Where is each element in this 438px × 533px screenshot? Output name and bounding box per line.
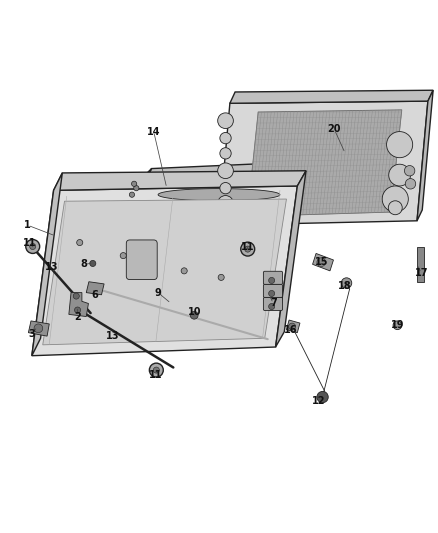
Circle shape	[220, 148, 231, 159]
Circle shape	[317, 258, 325, 266]
Circle shape	[73, 293, 79, 299]
Polygon shape	[28, 321, 49, 336]
Circle shape	[90, 261, 96, 266]
Polygon shape	[247, 110, 402, 216]
Circle shape	[129, 192, 134, 197]
Text: 11: 11	[149, 370, 162, 381]
FancyBboxPatch shape	[263, 297, 283, 310]
Circle shape	[131, 181, 137, 187]
Polygon shape	[417, 90, 433, 221]
Circle shape	[220, 133, 231, 144]
Circle shape	[387, 132, 413, 158]
Circle shape	[289, 323, 296, 330]
Polygon shape	[119, 168, 152, 208]
Polygon shape	[276, 171, 306, 347]
Circle shape	[220, 182, 231, 194]
Circle shape	[120, 253, 126, 259]
Text: 9: 9	[155, 288, 162, 297]
Polygon shape	[230, 90, 433, 103]
Circle shape	[317, 391, 328, 403]
Polygon shape	[417, 247, 424, 282]
Circle shape	[245, 246, 251, 252]
Circle shape	[34, 324, 43, 333]
FancyBboxPatch shape	[126, 240, 157, 279]
Polygon shape	[86, 282, 104, 295]
Polygon shape	[145, 160, 347, 182]
Circle shape	[389, 201, 402, 215]
Circle shape	[181, 268, 187, 274]
Circle shape	[149, 363, 163, 377]
Text: 12: 12	[312, 397, 326, 407]
Polygon shape	[313, 254, 333, 271]
Text: 8: 8	[81, 260, 88, 269]
FancyBboxPatch shape	[263, 284, 283, 297]
Polygon shape	[286, 320, 300, 333]
Text: 6: 6	[92, 290, 99, 300]
Polygon shape	[53, 171, 306, 190]
Circle shape	[268, 290, 275, 296]
Text: 18: 18	[339, 281, 352, 291]
Circle shape	[74, 307, 81, 313]
Text: 14: 14	[147, 126, 160, 136]
Circle shape	[30, 244, 36, 249]
Circle shape	[190, 311, 198, 319]
Polygon shape	[32, 186, 297, 356]
Text: 11: 11	[23, 238, 36, 247]
Circle shape	[26, 239, 40, 254]
Circle shape	[268, 277, 275, 284]
Circle shape	[218, 113, 233, 128]
Text: 2: 2	[74, 312, 81, 321]
Circle shape	[241, 242, 254, 256]
Circle shape	[341, 278, 352, 288]
Text: 19: 19	[391, 320, 404, 330]
Polygon shape	[43, 199, 286, 345]
Polygon shape	[69, 293, 88, 317]
Circle shape	[268, 303, 275, 310]
Circle shape	[404, 166, 415, 176]
Text: 17: 17	[415, 268, 428, 278]
Text: 10: 10	[188, 307, 202, 317]
Text: 15: 15	[314, 257, 328, 267]
FancyBboxPatch shape	[263, 271, 283, 284]
Circle shape	[134, 185, 139, 191]
Text: 16: 16	[284, 325, 297, 335]
Text: 20: 20	[328, 124, 341, 134]
Text: 7: 7	[270, 298, 277, 309]
Polygon shape	[32, 173, 62, 356]
Text: 13: 13	[106, 331, 119, 341]
Text: 13: 13	[45, 262, 58, 271]
Circle shape	[218, 163, 233, 179]
Circle shape	[218, 196, 233, 211]
Circle shape	[77, 239, 83, 246]
Circle shape	[393, 321, 402, 329]
Polygon shape	[158, 189, 280, 201]
Polygon shape	[219, 101, 428, 225]
Circle shape	[153, 367, 159, 373]
Circle shape	[389, 164, 410, 186]
Polygon shape	[119, 173, 341, 208]
Text: 1: 1	[24, 220, 31, 230]
Circle shape	[218, 274, 224, 280]
Circle shape	[405, 179, 416, 189]
Text: 11: 11	[240, 242, 254, 252]
Circle shape	[382, 186, 408, 212]
Text: 3: 3	[28, 329, 35, 339]
